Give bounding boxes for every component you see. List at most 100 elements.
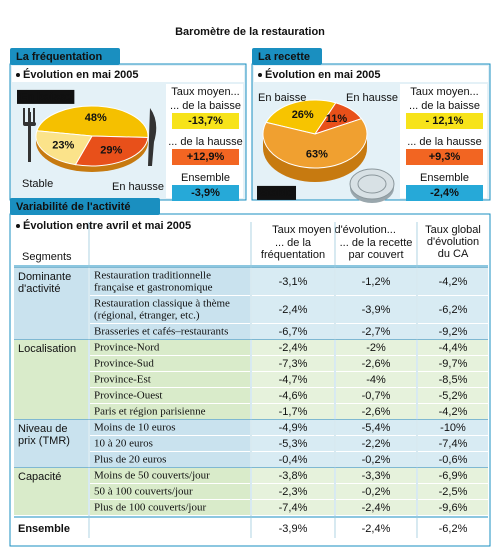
cell <box>252 436 334 451</box>
cell-value: -4,7% <box>279 374 308 386</box>
rate-box <box>172 149 239 165</box>
cell <box>252 268 334 295</box>
cell-value: -2,4% <box>362 502 391 514</box>
row-label-cell <box>90 484 250 499</box>
segment-name: Niveau de <box>18 423 68 435</box>
cell <box>252 500 334 515</box>
cell <box>418 404 488 419</box>
cell <box>252 420 334 435</box>
pie-slice <box>265 99 337 135</box>
cell-value: -2% <box>366 342 386 354</box>
segment-cell <box>14 340 88 419</box>
cell <box>336 340 416 355</box>
total-value: -2,4% <box>362 523 391 535</box>
subtitle-band <box>254 66 488 82</box>
cell <box>252 340 334 355</box>
cell <box>336 468 416 483</box>
slice-label: 26% <box>292 109 314 121</box>
cell-value: -3,3% <box>362 470 391 482</box>
pie-category-label: Stable <box>22 178 53 190</box>
cell <box>418 340 488 355</box>
cell <box>252 404 334 419</box>
cell <box>252 468 334 483</box>
cell-value: -1,2% <box>362 276 391 288</box>
cell-value: -6,7% <box>279 326 308 338</box>
page-title: Baromètre de la restauration <box>175 26 325 38</box>
cell-value: -2,5% <box>439 486 468 498</box>
rates-band <box>166 84 243 198</box>
row-label-cell <box>90 452 250 467</box>
cell-value: -6,2% <box>439 304 468 316</box>
cell-value: -9,6% <box>439 502 468 514</box>
segment-cell <box>14 420 88 467</box>
pie-category-label: En baisse <box>20 91 71 103</box>
cell <box>252 484 334 499</box>
column-header: par couvert <box>348 249 403 261</box>
rate-value: -3,9% <box>191 187 220 199</box>
row-label: Province-Ouest <box>94 390 162 402</box>
cell-value: -0,2% <box>362 454 391 466</box>
row-label: Moins de 10 euros <box>94 422 176 434</box>
coin-icon <box>349 168 395 203</box>
row-label-cell <box>90 436 250 451</box>
label-box <box>257 185 297 200</box>
cell <box>418 500 488 515</box>
row-label-cell <box>90 372 250 387</box>
rate-box <box>172 185 239 201</box>
rate-box <box>406 185 483 201</box>
total-value: -3,9% <box>279 523 308 535</box>
pie-category-label: Stable <box>260 187 293 199</box>
cell <box>418 268 488 295</box>
segments-header: Segments <box>22 251 72 263</box>
rate-label: ... de la baisse <box>409 100 480 112</box>
cell-value: -1,7% <box>279 406 308 418</box>
label-box <box>17 89 75 104</box>
section-tab <box>252 48 322 65</box>
rate-label: ... de la baisse <box>170 100 241 112</box>
slice-label: 29% <box>100 145 122 157</box>
row-label-cell <box>90 500 250 515</box>
cell <box>418 388 488 403</box>
rates-heading: Taux moyen... <box>171 86 239 98</box>
section-tab <box>10 198 160 215</box>
cell-value: -2,6% <box>362 406 391 418</box>
rate-value: -2,4% <box>430 187 459 199</box>
cell-value: -9,2% <box>439 326 468 338</box>
rate-label: Ensemble <box>420 172 469 184</box>
cell-value: -10% <box>440 422 466 434</box>
slice-label: 23% <box>52 139 74 151</box>
cell-value: -3,1% <box>279 276 308 288</box>
pie-category-label: En hausse <box>346 92 398 104</box>
cell <box>252 452 334 467</box>
row-label-cell <box>90 340 250 355</box>
column-header: du CA <box>438 248 469 260</box>
rate-box <box>406 149 483 165</box>
cell <box>418 468 488 483</box>
section-title: Variabilité de l'activité <box>16 201 131 213</box>
cell <box>418 436 488 451</box>
cell <box>418 452 488 467</box>
pie-category-label: En hausse <box>112 181 164 193</box>
cell <box>336 500 416 515</box>
pie-slice <box>74 135 149 167</box>
column-header: ... de la recette <box>340 237 413 249</box>
rate-box <box>406 113 483 129</box>
total-label: Ensemble <box>18 523 70 535</box>
rate-label: ... de la hausse <box>168 136 243 148</box>
cell-value: -0,6% <box>439 454 468 466</box>
row-label-cell <box>90 404 250 419</box>
cell-value: -3,8% <box>279 470 308 482</box>
cell-value: -2,6% <box>362 358 391 370</box>
cell-value: -0,2% <box>362 486 391 498</box>
row-label-cell <box>90 356 250 371</box>
rate-label: ... de la hausse <box>407 136 482 148</box>
column-header: d'évolution <box>427 236 479 248</box>
cell <box>252 388 334 403</box>
subtitle: Évolution en mai 2005 <box>23 68 139 81</box>
cell-value: -0,7% <box>362 390 391 402</box>
cell-value: -4,2% <box>439 276 468 288</box>
section-tab <box>10 48 120 65</box>
segment-name: Capacité <box>18 471 61 483</box>
row-label: Restauration traditionnelle <box>94 270 211 282</box>
